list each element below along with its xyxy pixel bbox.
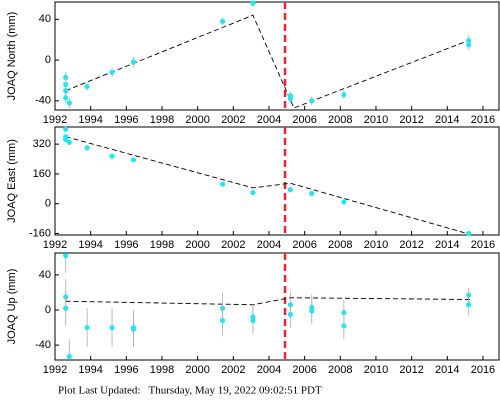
data-point [63, 81, 69, 88]
x-tick-label: 2012 [399, 239, 423, 251]
x-tick-label: 2014 [435, 364, 459, 376]
data-point [287, 187, 293, 193]
x-tick-label: 2010 [364, 239, 388, 251]
data-point [63, 74, 69, 80]
x-tick-label: 2004 [257, 239, 281, 251]
data-point [220, 181, 226, 187]
data-point [66, 353, 72, 360]
data-point [466, 230, 472, 237]
data-point [287, 96, 293, 102]
x-tick-label: 2010 [364, 364, 388, 376]
x-tick-label: 1996 [114, 114, 138, 126]
x-tick-label: 2000 [185, 364, 209, 376]
data-point [309, 98, 315, 104]
data-point [63, 88, 69, 94]
plot-frame [54, 1, 500, 111]
data-point [250, 317, 256, 324]
data-point [63, 95, 69, 101]
data-point [130, 157, 137, 163]
x-tick-label: 2002 [221, 364, 245, 376]
x-tick-label: 1996 [114, 239, 138, 251]
data-point [341, 323, 347, 329]
x-tick-label: 2008 [328, 114, 352, 126]
data-point [287, 311, 293, 317]
y-axis-label: JOAQ North (mm) [6, 12, 18, 101]
x-tick-label: 1998 [150, 239, 174, 251]
x-tick-label: 2016 [471, 239, 495, 251]
x-tick-label: 2002 [221, 239, 245, 251]
model-line [65, 297, 471, 306]
data-point [250, 189, 256, 196]
x-tick-label: 2012 [399, 114, 423, 126]
data-point [250, 0, 256, 6]
x-tick-label: 1994 [78, 239, 102, 251]
y-tick-label: 40 [39, 13, 51, 25]
data-point [63, 136, 69, 143]
data-point [309, 308, 315, 314]
data-point [130, 59, 137, 65]
data-point [466, 42, 472, 48]
data-point [130, 324, 137, 331]
data-point [309, 190, 315, 197]
data-point [63, 253, 69, 259]
x-tick-label: 2004 [257, 114, 281, 126]
model-line [65, 14, 471, 109]
x-tick-label: 1998 [150, 114, 174, 126]
x-tick-label: 2006 [292, 239, 316, 251]
data-point [220, 317, 226, 324]
data-point [63, 305, 69, 311]
y-tick-label: -160 [29, 227, 51, 239]
data-point [66, 139, 72, 145]
x-tick-label: 1994 [78, 364, 102, 376]
x-tick-label: 1992 [43, 364, 67, 376]
x-tick-label: 2004 [257, 364, 281, 376]
data-point [341, 199, 347, 205]
x-tick-label: 1998 [150, 364, 174, 376]
x-tick-label: 2016 [471, 114, 495, 126]
x-tick-label: 2000 [185, 114, 209, 126]
x-tick-label: 1996 [114, 364, 138, 376]
y-tick-label: 0 [45, 198, 51, 210]
plot-frame [54, 126, 500, 236]
model-line [65, 136, 471, 235]
y-axis-label: JOAQ East (mm) [6, 139, 18, 223]
data-point [63, 126, 69, 132]
y-tick-label: 160 [33, 168, 51, 180]
x-tick-label: 2002 [221, 114, 245, 126]
y-tick-label: 0 [45, 54, 51, 66]
x-tick-label: 2014 [435, 114, 459, 126]
data-point [109, 153, 115, 159]
data-point [66, 100, 72, 106]
y-tick-label: 320 [33, 138, 51, 150]
x-tick-label: 2014 [435, 239, 459, 251]
y-tick-label: -40 [35, 339, 51, 351]
x-tick-label: 1992 [43, 239, 67, 251]
data-point [84, 324, 90, 331]
x-tick-label: 2010 [364, 114, 388, 126]
data-point [220, 18, 226, 24]
y-tick-label: 40 [39, 269, 51, 281]
x-tick-label: 2006 [292, 114, 316, 126]
x-tick-label: 2016 [471, 364, 495, 376]
data-point [84, 83, 90, 90]
x-tick-label: 2008 [328, 364, 352, 376]
data-point [84, 145, 90, 151]
footer: Plot Last Updated: Thursday, May 19, 202… [58, 385, 322, 397]
x-tick-label: 1994 [78, 114, 102, 126]
x-tick-label: 2000 [185, 239, 209, 251]
x-tick-label: 2008 [328, 239, 352, 251]
plot-frame [54, 252, 500, 361]
data-point [466, 302, 472, 308]
data-point [341, 92, 347, 98]
y-axis-label: JOAQ Up (mm) [6, 269, 18, 345]
data-point [109, 324, 115, 331]
y-tick-label: 0 [45, 304, 51, 316]
x-tick-label: 2006 [292, 364, 316, 376]
data-point [109, 69, 115, 75]
y-tick-label: -40 [35, 95, 51, 107]
x-tick-label: 1992 [43, 114, 67, 126]
x-tick-label: 2012 [399, 364, 423, 376]
